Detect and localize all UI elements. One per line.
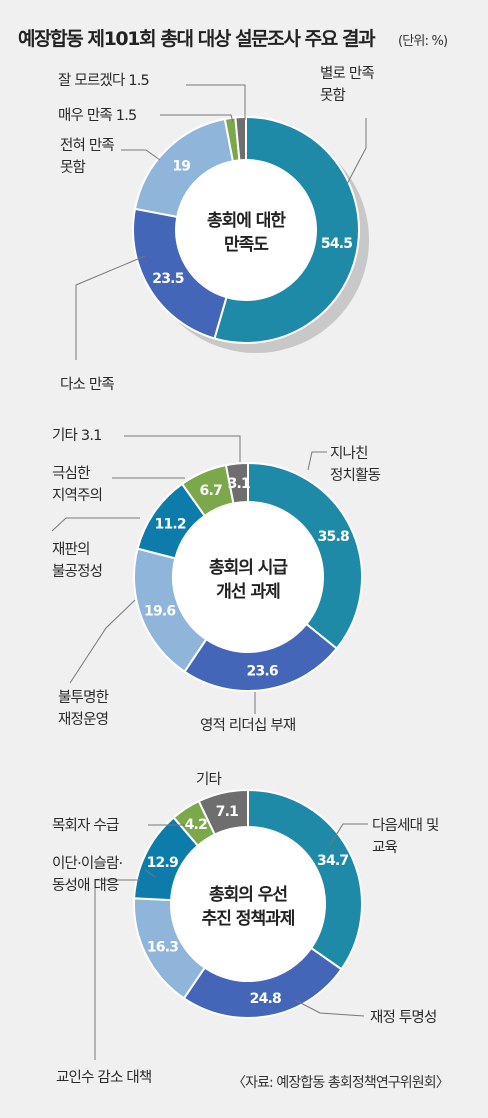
slice-label-line: 재정운영	[58, 711, 108, 728]
leader-line	[346, 118, 367, 185]
leader-line	[121, 149, 161, 161]
slice-label-line: 교육	[372, 840, 398, 856]
center-label-line: 추진 정책과제	[202, 909, 295, 929]
donut-chart-3: 34.7 24.8 16.3 12.9 4.2 7.1	[94, 788, 368, 1060]
slice-label-line: 매우 만족 1.5	[58, 107, 136, 124]
value-label: 34.7	[317, 853, 348, 869]
slice-label: 잘 모르겠다 1.5	[58, 72, 149, 89]
value-label: 19.6	[144, 604, 175, 620]
slice-label-line: 교인수 감소 대책	[56, 1069, 151, 1086]
slice-label-line: 극심한	[52, 465, 90, 482]
leader-line	[69, 599, 136, 684]
leader-line	[307, 451, 327, 471]
slice-label: 목회자 수급	[52, 817, 119, 834]
value-label: 7.1	[216, 804, 238, 820]
slice-label: 다소 만족	[60, 376, 114, 393]
slice-label-line: 기타	[196, 771, 222, 788]
donut-hole	[176, 160, 316, 300]
unit-label: (단위: %)	[398, 34, 448, 49]
leader-line	[294, 999, 365, 1017]
donut-chart-1: 54.5 23.5 19	[75, 84, 369, 360]
center-label-line: 총회에 대한	[207, 211, 286, 231]
leader-line	[186, 84, 246, 120]
value-label: 12.9	[147, 855, 178, 871]
value-label: 23.5	[152, 271, 183, 287]
slice-label-line: 불공정성	[52, 563, 102, 580]
slice-label: 교인수 감소 대책	[56, 1069, 151, 1086]
value-label: 54.5	[321, 236, 352, 252]
slice-label-line: 재정 투명성	[370, 1009, 437, 1026]
slice-label-line: 지나친	[330, 445, 368, 462]
value-label: 19	[172, 158, 190, 174]
slice-label: 이단·이슬람· 동성애 대응	[52, 855, 123, 894]
slice-label-line: 동성애 대응	[52, 877, 119, 894]
slice-label-line: 다소 만족	[60, 376, 114, 393]
slice-label-line: 못함	[320, 87, 346, 104]
slice-label-line: 정치활동	[330, 467, 381, 484]
leader-line	[160, 114, 234, 123]
slice-label-line: 못함	[60, 159, 86, 176]
slice-label-line: 불투명한	[58, 689, 109, 706]
slice-label: 재정 투명성	[370, 1009, 437, 1026]
center-label-line: 총회의 시급	[209, 558, 288, 578]
page-title: 예장합동 제101회 총대 대상 설문조사 주요 결과	[18, 28, 376, 50]
donut-hole	[171, 827, 325, 981]
value-label: 11.2	[155, 516, 186, 532]
slice-label-line: 잘 모르겠다 1.5	[58, 72, 149, 89]
center-label-line: 개선 과제	[216, 582, 280, 602]
leader-line	[51, 517, 140, 532]
leader-line	[75, 255, 146, 360]
donut-chart-2: 35.8 23.6 19.6 11.2 6.7 3.1	[51, 435, 363, 714]
leader-line	[94, 879, 140, 1060]
slice-label-line: 목회자 수급	[52, 817, 119, 834]
leader-line	[329, 823, 368, 846]
slice-label-line: 영적 리더십 부재	[200, 717, 295, 734]
slice-label-line: 다음세대 및	[372, 817, 439, 834]
value-label: 23.6	[247, 663, 278, 679]
donut-hole	[173, 502, 323, 652]
value-label: 4.2	[185, 817, 207, 833]
slice-label-line: 이단·이슬람·	[52, 855, 123, 872]
slice-label-line: 재판의	[52, 541, 90, 558]
slice-label: 영적 리더십 부재	[200, 717, 295, 734]
center-label-line: 만족도	[224, 235, 269, 255]
value-label: 3.1	[228, 476, 250, 492]
slice-label: 기타	[196, 771, 222, 788]
slice-label-line: 기타 3.1	[52, 427, 102, 444]
value-label: 24.8	[250, 991, 281, 1007]
leader-line	[144, 869, 156, 878]
value-label: 6.7	[200, 483, 222, 499]
value-label: 16.3	[147, 940, 178, 956]
slice-label: 매우 만족 1.5	[58, 107, 136, 124]
slice-label-line: 별로 만족	[320, 65, 374, 82]
value-label: 35.8	[318, 529, 349, 545]
leader-line	[124, 435, 241, 462]
slice-label: 기타 3.1	[52, 427, 102, 444]
slice-label-line: 지역주의	[52, 487, 102, 504]
source-note: 〈자료: 예장합동 총회정책연구위원회〉	[232, 1075, 450, 1091]
slice-label-line: 전혀 만족	[60, 137, 114, 154]
center-label-line: 총회의 우선	[209, 885, 287, 905]
